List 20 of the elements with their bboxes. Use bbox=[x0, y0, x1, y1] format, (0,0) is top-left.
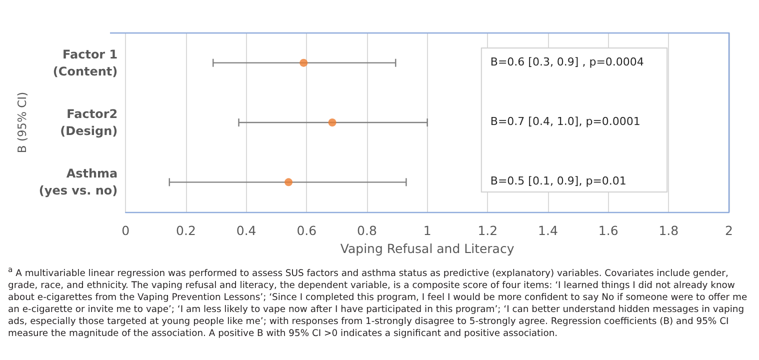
annotation: B=0.6 [0.3, 0.9] , p=0.0004 bbox=[490, 55, 644, 68]
x-tick-label: 1.6 bbox=[598, 223, 618, 238]
x-tick-label: 1 bbox=[423, 223, 432, 238]
x-tick-label: 0.8 bbox=[357, 223, 377, 238]
x-tick-label: 2 bbox=[725, 223, 733, 238]
x-tick-label: 0.6 bbox=[296, 223, 317, 238]
annotation: B=0.5 [0.1, 0.9], p=0.01 bbox=[490, 174, 626, 188]
x-axis-title: Vaping Refusal and Literacy bbox=[340, 240, 515, 256]
x-tick-label: 1.8 bbox=[658, 223, 679, 238]
y-axis-title: B (95% CI) bbox=[15, 92, 29, 154]
x-tick-label: 1.4 bbox=[538, 223, 558, 238]
x-tick-label: 1.2 bbox=[478, 223, 498, 238]
x-tick-label: 0.4 bbox=[236, 223, 256, 238]
text: $^{a}$ A multivariable linear regression was performed to assess SUS factors and asthma status as predictive (explanatory) variables. Covariates include gender, grade, race, and ethnicity. The vaping refusal and literacy, the dependent variable, is a composite score of four items: ‘I learned things I did not already know about e-cigarettes from the Vaping Prevention Lessons’; ‘Since I completed this program, I feel I would be more confident to say No if someone were to offer me an e-cigarette or invite me to vape’; ‘I am less likely to vape now after I have participated in this program’; ‘I can better understand hidden messages in vaping ads, especially those targeted at young people like me’; with responses from 1-strongly disagree to 5-strongly agree. Regression coefficients (B) and 95% CI measure the magnitude of the association. A positive B with 95% CI >0 indicates a significant and positive association. bbox=[8, 264, 748, 340]
x-tick-label: 0 bbox=[122, 223, 130, 238]
y-tick-label: Asthma (yes vs. no) bbox=[38, 166, 118, 198]
annotation: B=0.7 [0.4, 1.0], p=0.0001 bbox=[490, 115, 640, 128]
x-tick-label: 0.2 bbox=[176, 223, 196, 238]
y-tick-label: Factor2 (Design) bbox=[60, 107, 118, 138]
y-tick-label: Factor 1 (Content) bbox=[52, 47, 118, 78]
